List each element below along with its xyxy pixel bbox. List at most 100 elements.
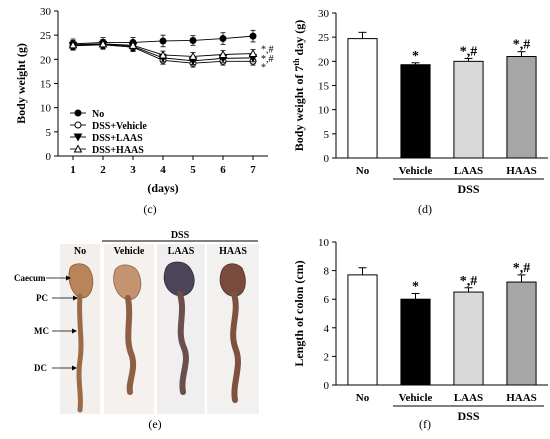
significance-annotation: *,# xyxy=(261,45,274,56)
photo-col-no: No xyxy=(74,246,86,257)
dss-group-label: DSS xyxy=(171,230,190,241)
category-label: LAAS xyxy=(454,392,483,404)
dss-group-label: DSS xyxy=(457,409,479,423)
colon-specimen-no xyxy=(68,263,94,413)
y-axis-title: Body weight of 7th day (g) xyxy=(292,20,307,151)
colon-photo-panel: DSS No Vehicle LAAS HAAS xyxy=(14,230,259,414)
segment-label-caecum: Caecum xyxy=(14,273,46,283)
data-point xyxy=(249,32,257,40)
dss-group-label: DSS xyxy=(457,182,479,196)
x-tick-label: 5 xyxy=(190,164,196,176)
panel-label-f: (f) xyxy=(419,417,431,431)
bar-vehicle xyxy=(400,64,431,159)
data-point xyxy=(98,39,108,48)
final-body-weight-bar-chart: 0 5 10 15 20 25 30 No * Vehicle *,# LAAS *,# HAAS DSS B… xyxy=(292,8,548,196)
bar-no xyxy=(347,274,378,386)
y-tick-label: 30 xyxy=(318,8,330,20)
segment-label-dc: DC xyxy=(34,363,47,373)
series-no xyxy=(69,29,257,50)
photo-col-haas: HAAS xyxy=(219,246,247,257)
significance-annotation: *,# xyxy=(513,38,531,53)
data-point xyxy=(218,49,228,58)
category-label: No xyxy=(356,392,370,404)
category-label: HAAS xyxy=(506,392,537,404)
data-point xyxy=(189,36,197,44)
x-tick-label: 4 xyxy=(160,164,166,176)
y-tick-label: 10 xyxy=(40,103,52,115)
y-tick-label: 8 xyxy=(324,266,330,278)
body-weight-line-chart: 0 5 10 15 20 25 30 1 2 3 4 5 6 7 (days) Body weight (g)… xyxy=(14,6,274,195)
y-tick-label: 30 xyxy=(40,6,52,18)
y-tick-label: 20 xyxy=(318,56,330,68)
x-tick-label: 2 xyxy=(100,164,106,176)
segment-label-pc: PC xyxy=(36,293,48,303)
category-label: HAAS xyxy=(506,165,537,177)
category-label: LAAS xyxy=(454,165,483,177)
data-point xyxy=(158,50,168,59)
data-point xyxy=(128,40,138,49)
data-point xyxy=(248,48,258,58)
y-tick-label: 20 xyxy=(40,54,52,66)
panel-label-c: (c) xyxy=(143,202,156,216)
category-label: No xyxy=(356,165,370,177)
y-tick-label: 2 xyxy=(324,351,330,363)
y-tick-label: 10 xyxy=(318,237,330,249)
colon-specimen-haas xyxy=(219,263,246,403)
significance-annotation: * xyxy=(261,62,266,73)
legend-label: No xyxy=(92,109,104,120)
y-tick-label: 25 xyxy=(318,32,330,44)
x-tick-label: 7 xyxy=(250,164,256,176)
y-tick-label: 15 xyxy=(40,79,52,91)
x-tick-label: 1 xyxy=(70,164,76,176)
x-axis-title: (days) xyxy=(147,181,178,195)
y-tick-label: 5 xyxy=(46,127,52,139)
bar-haas xyxy=(506,56,537,159)
legend-marker xyxy=(73,133,83,142)
data-point xyxy=(188,51,198,60)
legend-marker xyxy=(74,121,82,129)
x-tick-label: 6 xyxy=(220,164,226,176)
y-tick-label: 0 xyxy=(324,153,330,165)
colon-specimen-vehicle xyxy=(113,264,142,395)
panel-label-d: (d) xyxy=(418,202,432,216)
y-axis-title: Body weight (g) xyxy=(14,43,28,124)
legend-label: DSS+LAAS xyxy=(92,133,143,144)
significance-annotation: *,# xyxy=(513,261,531,276)
arrow-head-caecum xyxy=(66,275,71,281)
y-tick-label: 6 xyxy=(324,294,330,306)
category-label: Vehicle xyxy=(399,392,433,404)
significance-annotation: *,# xyxy=(261,54,274,65)
data-point xyxy=(159,37,167,45)
legend-marker xyxy=(73,144,83,153)
y-tick-label: 5 xyxy=(324,129,330,141)
y-tick-label: 0 xyxy=(324,380,330,392)
colon-length-bar-chart: 0 2 4 6 8 10 No * Vehicle *,# LAAS *,# HAAS DSS Length… xyxy=(292,237,548,423)
bar-vehicle xyxy=(400,298,431,386)
category-label: Vehicle xyxy=(399,165,433,177)
arrow-head-mc xyxy=(72,328,77,334)
y-axis-title: Length of colon (cm) xyxy=(292,260,306,366)
y-tick-label: 4 xyxy=(324,323,330,335)
bar-haas xyxy=(506,281,537,386)
y-tick-label: 15 xyxy=(318,81,330,93)
arrow-head-dc xyxy=(72,365,77,371)
series-dss-haas xyxy=(68,39,258,61)
x-tick-label: 3 xyxy=(130,164,136,176)
photo-col-vehicle: Vehicle xyxy=(114,246,145,257)
significance-annotation: * xyxy=(412,49,419,64)
legend-label: DSS+HAAS xyxy=(92,145,144,156)
colon-specimen-laas xyxy=(163,261,195,395)
significance-annotation: *,# xyxy=(460,44,478,59)
segment-label-mc: MC xyxy=(34,326,49,336)
arrow-head-pc xyxy=(73,295,78,301)
y-tick-label: 10 xyxy=(318,105,330,117)
bar-laas xyxy=(453,291,484,386)
panel-label-e: (e) xyxy=(148,417,161,431)
data-point xyxy=(219,35,227,43)
legend-marker xyxy=(74,109,82,117)
bar-no xyxy=(347,38,378,159)
data-point xyxy=(68,40,78,49)
legend-label: DSS+Vehicle xyxy=(92,121,147,132)
bar-laas xyxy=(453,60,484,159)
